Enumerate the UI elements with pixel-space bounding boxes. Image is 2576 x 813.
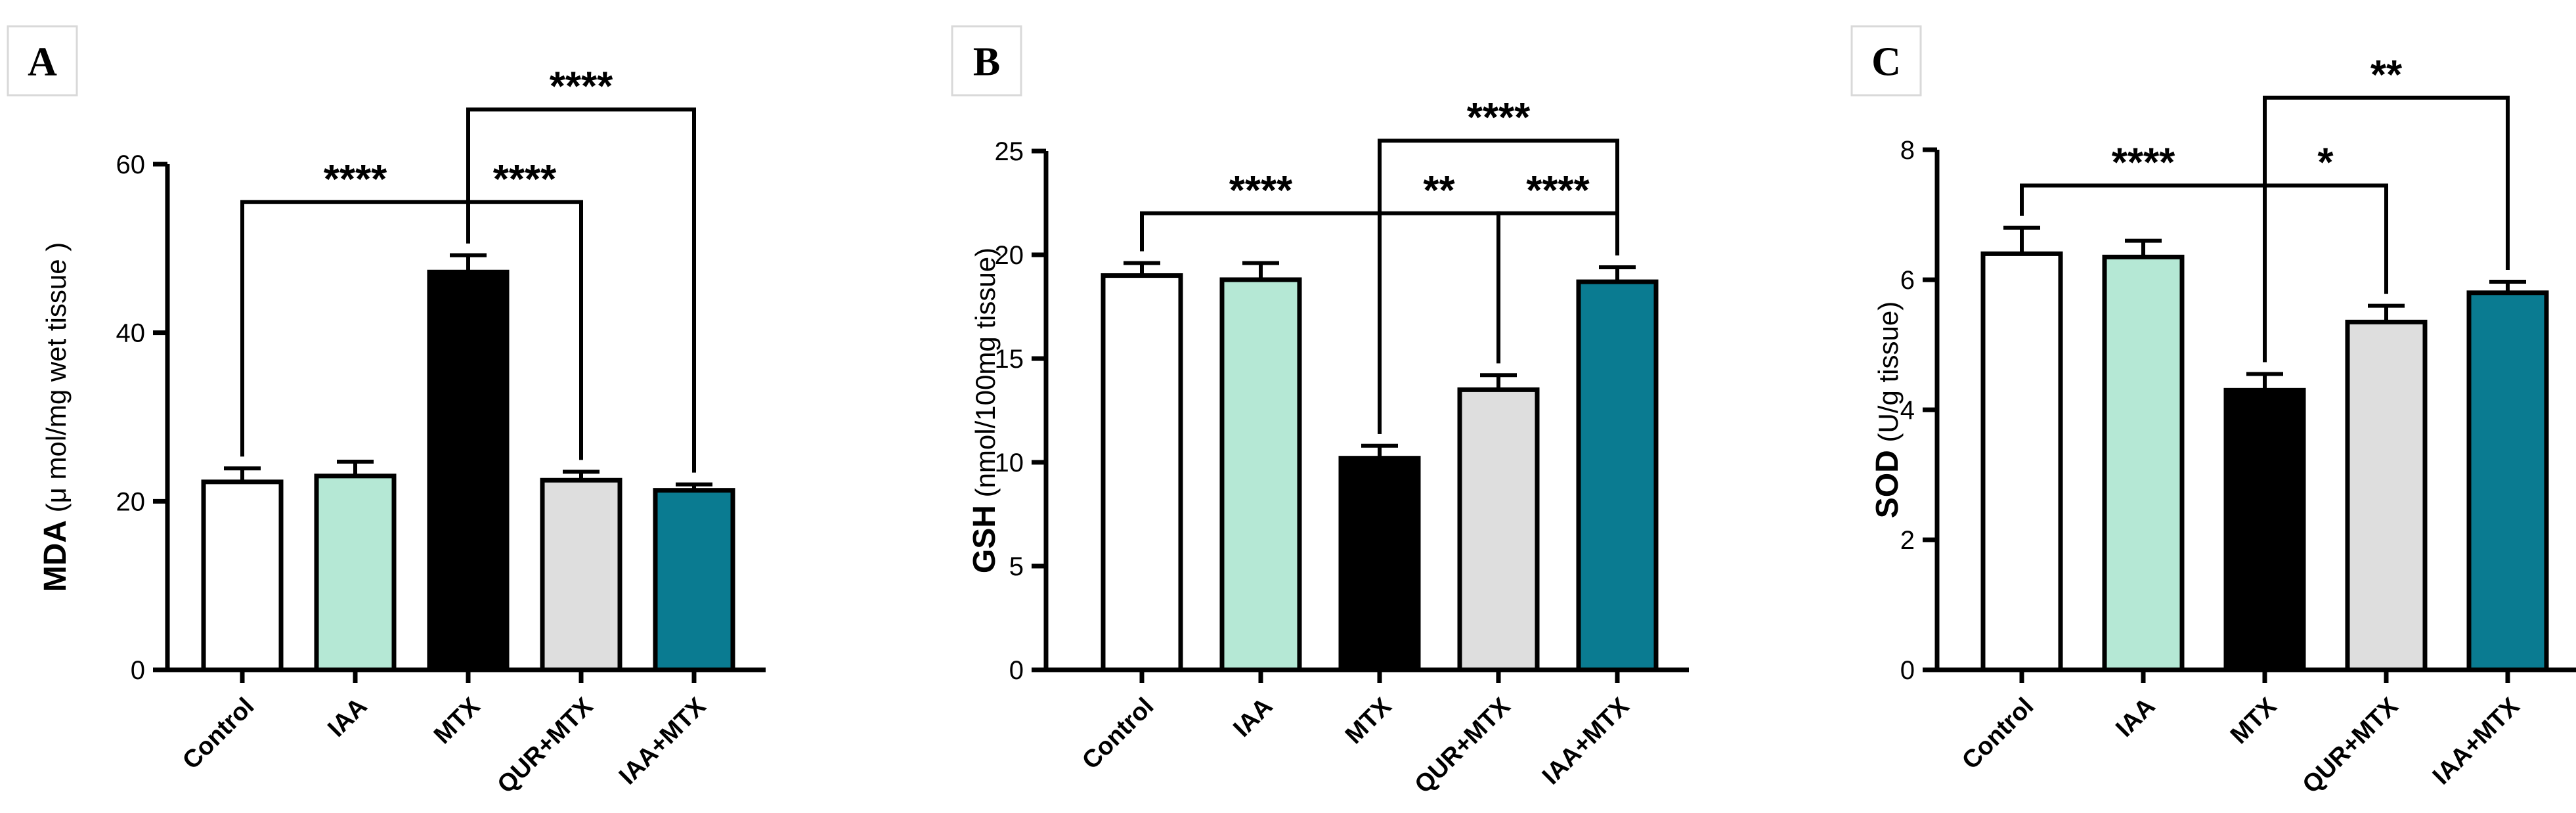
bar-iaa — [2102, 254, 2185, 672]
x-tick-label: IAA+MTX — [2428, 692, 2525, 790]
significance-label: **** — [2112, 140, 2175, 185]
error-bar — [2368, 303, 2405, 322]
bar-qur-mtx — [2345, 319, 2428, 672]
bar-control — [1101, 273, 1183, 672]
significance-label: **** — [1467, 95, 1531, 141]
y-axis-label: SOD (U/g tissue) — [1870, 301, 1905, 518]
y-axis-label: MDA (μ mol/mg wet tissue ) — [38, 242, 73, 592]
x-tick-label: Control — [1957, 693, 2039, 775]
error-bar — [2125, 238, 2162, 257]
error-bar — [224, 466, 261, 482]
y-axis-label-bold: SOD — [1870, 450, 1905, 518]
panel-b: B 0 5 10 15 20 25 GSH (nmol/100mg tissue) Contro… — [951, 25, 1689, 799]
panel-label-box — [7, 25, 78, 97]
bar-iaa-mtx — [653, 488, 735, 672]
y-tick-label: 4 — [1900, 396, 1915, 425]
x-tick-label: MTX — [2225, 692, 2282, 749]
error-bar — [450, 253, 487, 273]
bar-mtx — [427, 269, 510, 672]
significance-bracket — [2263, 95, 2510, 363]
significance-label: **** — [550, 64, 613, 110]
y-axis-label-bold: MDA — [38, 520, 73, 592]
y-tick-label: 15 — [995, 345, 1024, 374]
y-axis-label-unit: (μ mol/mg wet tissue ) — [41, 242, 72, 520]
x-tick-label: QUR+MTX — [1410, 692, 1516, 799]
bar-iaa-mtx — [1576, 279, 1659, 672]
y-tick-label: 6 — [1900, 266, 1915, 295]
significance-label: * — [2317, 140, 2334, 185]
panel-label-box — [951, 25, 1022, 97]
significance-bracket — [1378, 139, 1619, 434]
panel-letter: A — [28, 40, 57, 85]
significance-label: **** — [493, 157, 557, 202]
error-bar — [1599, 265, 1636, 282]
bar-mtx — [2223, 387, 2306, 672]
x-tick-label: MTX — [1340, 692, 1397, 749]
significance-label: **** — [1229, 168, 1293, 213]
error-bar — [2003, 225, 2040, 254]
x-tick-label: IAA+MTX — [614, 692, 712, 790]
panel-a: A 0 20 40 60 MDA (μ mol/mg wet tissue ) Contro… — [7, 25, 766, 799]
bar-mtx — [1338, 456, 1421, 672]
y-tick-label: 10 — [995, 449, 1024, 477]
error-bar — [563, 470, 600, 481]
significance-label: ** — [2370, 53, 2403, 98]
bar-qur-mtx — [1457, 387, 1540, 672]
y-tick-label: 0 — [1009, 656, 1024, 685]
y-tick-label: 8 — [1900, 136, 1915, 165]
y-tick-label: 20 — [116, 487, 146, 516]
x-tick-label: IAA — [322, 693, 372, 743]
bar-control — [201, 479, 284, 672]
bar-iaa-mtx — [2466, 290, 2549, 672]
y-tick-label: 0 — [1900, 656, 1915, 685]
error-bar — [676, 482, 712, 491]
y-axis-label-bold: GSH — [967, 505, 1002, 573]
y-tick-label: 20 — [995, 241, 1024, 270]
bar-iaa — [1219, 277, 1302, 672]
significance-label: ** — [1423, 168, 1455, 213]
x-tick-label: IAA — [2110, 693, 2160, 743]
x-tick-label: IAA+MTX — [1537, 692, 1635, 790]
panel-c: C 0 2 4 6 8 SOD (U/g tissue) Control IAA MTX QUR+M… — [1850, 25, 2576, 799]
significance-label: **** — [324, 157, 387, 202]
bar-qur-mtx — [540, 477, 622, 672]
y-tick-label: 2 — [1900, 526, 1915, 555]
panel-label-box — [1850, 25, 1922, 97]
error-bar — [2246, 372, 2283, 391]
bar-iaa — [314, 473, 397, 672]
y-axis-label-unit: (U/g tissue) — [1873, 301, 1904, 450]
y-axis-label: GSH (nmol/100mg tissue) — [967, 248, 1002, 573]
x-tick-label: MTX — [429, 692, 486, 749]
y-tick-label: 40 — [116, 319, 146, 348]
x-tick-label: QUR+MTX — [2298, 692, 2404, 799]
significance-bracket — [466, 107, 696, 473]
y-tick-label: 5 — [1009, 552, 1024, 581]
x-tick-label: IAA — [1228, 693, 1278, 743]
error-bar — [1361, 443, 1398, 458]
x-tick-label: Control — [1077, 693, 1159, 775]
error-bar — [1124, 261, 1160, 276]
panel-letter: C — [1871, 40, 1901, 85]
bar-control — [1980, 251, 2063, 672]
y-tick-label: 0 — [131, 656, 145, 685]
x-tick-label: QUR+MTX — [492, 692, 599, 799]
error-bar — [1480, 373, 1517, 390]
y-tick-label: 25 — [995, 137, 1024, 166]
significance-label: **** — [1526, 168, 1590, 213]
y-axis-label-unit: (nmol/100mg tissue) — [970, 248, 1001, 505]
x-tick-label: Control — [177, 693, 259, 775]
y-tick-label: 60 — [116, 150, 146, 179]
error-bar — [337, 460, 374, 476]
error-bar — [1242, 261, 1279, 280]
error-bar — [2489, 279, 2526, 293]
panel-letter: B — [973, 40, 1000, 85]
